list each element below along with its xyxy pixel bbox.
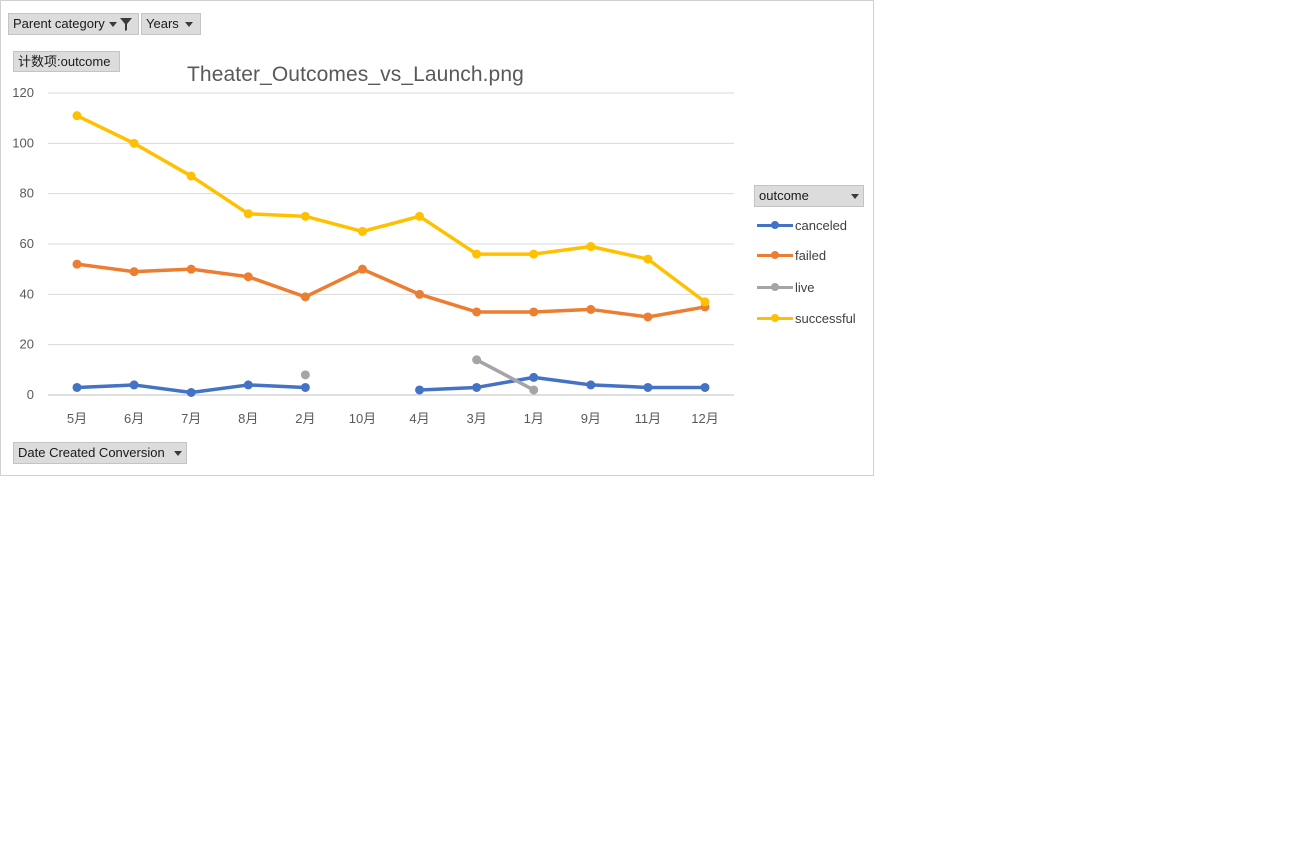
- x-tick-label: 2月: [295, 411, 315, 426]
- y-tick-label: 100: [12, 135, 34, 150]
- legend-title: outcome: [759, 188, 809, 203]
- data-point-failed: [357, 264, 367, 274]
- data-point-successful: [243, 209, 253, 219]
- data-point-successful: [700, 297, 710, 307]
- legend-swatch: [757, 282, 793, 292]
- axis-field-label: Date Created Conversion: [18, 445, 165, 460]
- data-point-failed: [243, 272, 253, 282]
- data-point-failed: [415, 289, 425, 299]
- data-point-live: [529, 385, 539, 395]
- dropdown-arrow-icon: [173, 450, 182, 456]
- data-point-successful: [415, 211, 425, 221]
- x-tick-label: 11月: [635, 411, 662, 426]
- legend-item-canceled: canceled: [757, 216, 847, 234]
- data-point-canceled: [243, 380, 253, 390]
- x-tick-label: 1月: [524, 411, 544, 426]
- data-point-canceled: [643, 382, 653, 392]
- x-tick-label: 3月: [467, 411, 487, 426]
- y-tick-label: 40: [20, 286, 34, 301]
- plot-area: 0 20 40 60 80 100 120 5月 6月 7月 8月 2月 10月 4月 3月 1月 9月 11月 1…: [12, 85, 734, 426]
- series-line-failed: [75, 262, 707, 319]
- data-point-failed: [472, 307, 482, 317]
- legend-label: canceled: [795, 217, 848, 233]
- legend-item-live: live: [757, 278, 815, 296]
- dropdown-arrow-icon: [108, 21, 117, 27]
- data-point-successful: [72, 111, 82, 121]
- legend-label: live: [795, 279, 815, 295]
- x-tick-label: 9月: [581, 411, 601, 426]
- axis-field-button[interactable]: Date Created Conversion: [13, 442, 187, 464]
- data-point-canceled: [186, 387, 196, 397]
- data-point-failed: [643, 312, 653, 322]
- dropdown-arrow-icon: [184, 21, 193, 27]
- data-point-successful: [472, 249, 482, 259]
- values-field-label: 计数项:outcome: [18, 53, 111, 69]
- legend-swatch-marker: [771, 251, 779, 259]
- y-tick-label: 0: [27, 387, 34, 402]
- x-tick-label: 4月: [409, 411, 429, 426]
- data-point-successful: [129, 138, 139, 148]
- legend-swatch: [757, 250, 793, 260]
- data-point-canceled: [529, 372, 539, 382]
- data-point-failed: [186, 264, 196, 274]
- data-point-successful: [643, 254, 653, 264]
- legend-swatch: [757, 220, 793, 230]
- data-point-successful: [186, 171, 196, 181]
- series-line-canceled: [417, 375, 707, 392]
- legend-label: failed: [795, 247, 827, 263]
- legend-swatch: [757, 313, 793, 323]
- legend-swatch-marker: [771, 221, 779, 229]
- data-point-live: [472, 355, 482, 365]
- x-tick-label: 12月: [691, 411, 718, 426]
- filter-funnel-icon: [119, 17, 132, 31]
- legend-outcome-filter-button[interactable]: outcome: [754, 185, 864, 207]
- years-label: Years: [146, 16, 179, 31]
- dropdown-arrow-icon: [851, 193, 859, 199]
- years-filter-button[interactable]: Years: [141, 13, 201, 35]
- data-point-failed: [529, 307, 539, 317]
- legend-swatch-marker: [771, 314, 779, 322]
- data-point-failed: [300, 292, 310, 302]
- data-point-failed: [72, 259, 82, 269]
- y-tick-label: 80: [20, 186, 34, 201]
- legend-item-failed: failed: [757, 246, 826, 264]
- data-point-canceled: [129, 380, 139, 390]
- data-point-successful: [300, 211, 310, 221]
- x-tick-label: 6月: [124, 411, 144, 426]
- data-point-canceled: [72, 382, 82, 392]
- data-point-successful: [586, 242, 596, 252]
- data-point-failed: [586, 304, 596, 314]
- x-tick-label: 5月: [67, 411, 87, 426]
- series-line-live: [474, 358, 536, 392]
- data-point-live: [300, 370, 310, 380]
- values-field-button[interactable]: 计数项:outcome: [13, 51, 120, 72]
- x-tick-label: 8月: [238, 411, 258, 426]
- data-point-successful: [529, 249, 539, 259]
- data-point-canceled: [300, 382, 310, 392]
- chart-title: Theater_Outcomes_vs_Launch.png: [187, 63, 524, 86]
- x-tick-label: 7月: [181, 411, 201, 426]
- series-line-successful: [75, 113, 707, 304]
- y-tick-label: 20: [20, 337, 34, 352]
- data-point-canceled: [586, 380, 596, 390]
- data-point-canceled: [415, 385, 425, 395]
- data-point-canceled: [472, 382, 482, 392]
- legend-label: successful: [795, 310, 856, 326]
- data-point-failed: [129, 267, 139, 277]
- legend-swatch-marker: [771, 283, 779, 291]
- y-tick-label: 120: [12, 85, 34, 100]
- parent-category-filter-button[interactable]: Parent category: [8, 13, 139, 35]
- y-tick-label: 60: [20, 236, 34, 251]
- x-tick-label: 10月: [349, 411, 376, 426]
- data-point-canceled: [700, 382, 710, 392]
- chart-frame: Parent category Years 计数项:outcome Date C…: [0, 0, 874, 476]
- legend-item-successful: successful: [757, 309, 856, 327]
- data-point-successful: [357, 226, 367, 236]
- parent-category-label: Parent category: [13, 16, 105, 31]
